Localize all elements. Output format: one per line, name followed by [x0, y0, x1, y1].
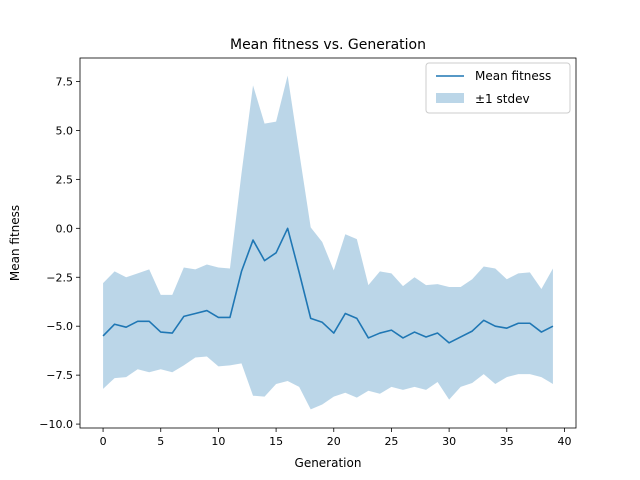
legend-band-swatch	[436, 93, 464, 103]
legend-label-mean: Mean fitness	[475, 69, 551, 83]
y-tick-label: 0.0	[56, 222, 74, 235]
chart-title: Mean fitness vs. Generation	[230, 37, 426, 53]
x-tick-label: 40	[557, 435, 571, 448]
x-tick-label: 35	[500, 435, 514, 448]
plot-frame	[79, 57, 577, 429]
y-tick-label: 2.5	[56, 173, 74, 186]
y-tick-label: −10.0	[39, 418, 73, 431]
mean-fitness-line	[102, 227, 554, 344]
mean-line-layer	[102, 227, 554, 344]
y-tick-label: 5.0	[56, 124, 74, 137]
legend-label-stdev: ±1 stdev	[475, 92, 530, 106]
x-tick-label: 20	[327, 435, 341, 448]
y-tick-label: 7.5	[56, 75, 74, 88]
y-axis-label: Mean fitness	[8, 205, 22, 281]
x-tick-label: 10	[211, 435, 225, 448]
x-tick-label: 5	[157, 435, 164, 448]
y-axis: −10.0 −7.5 −5.0 −2.5 0.0 2.5 5.0 7.5	[39, 75, 80, 431]
y-tick-label: −5.0	[46, 320, 73, 333]
x-tick-label: 15	[269, 435, 283, 448]
x-tick-label: 30	[442, 435, 456, 448]
stdev-band-layer	[103, 75, 553, 410]
legend: Mean fitness ±1 stdev	[425, 62, 571, 114]
x-tick-label: 0	[100, 435, 107, 448]
stdev-band	[103, 75, 553, 410]
x-tick-label: 25	[384, 435, 398, 448]
y-tick-label: −7.5	[46, 369, 73, 382]
x-axis: 0 5 10 15 20 25 30 35 40	[100, 428, 571, 448]
y-tick-label: −2.5	[46, 271, 73, 284]
x-axis-label: Generation	[295, 456, 362, 470]
